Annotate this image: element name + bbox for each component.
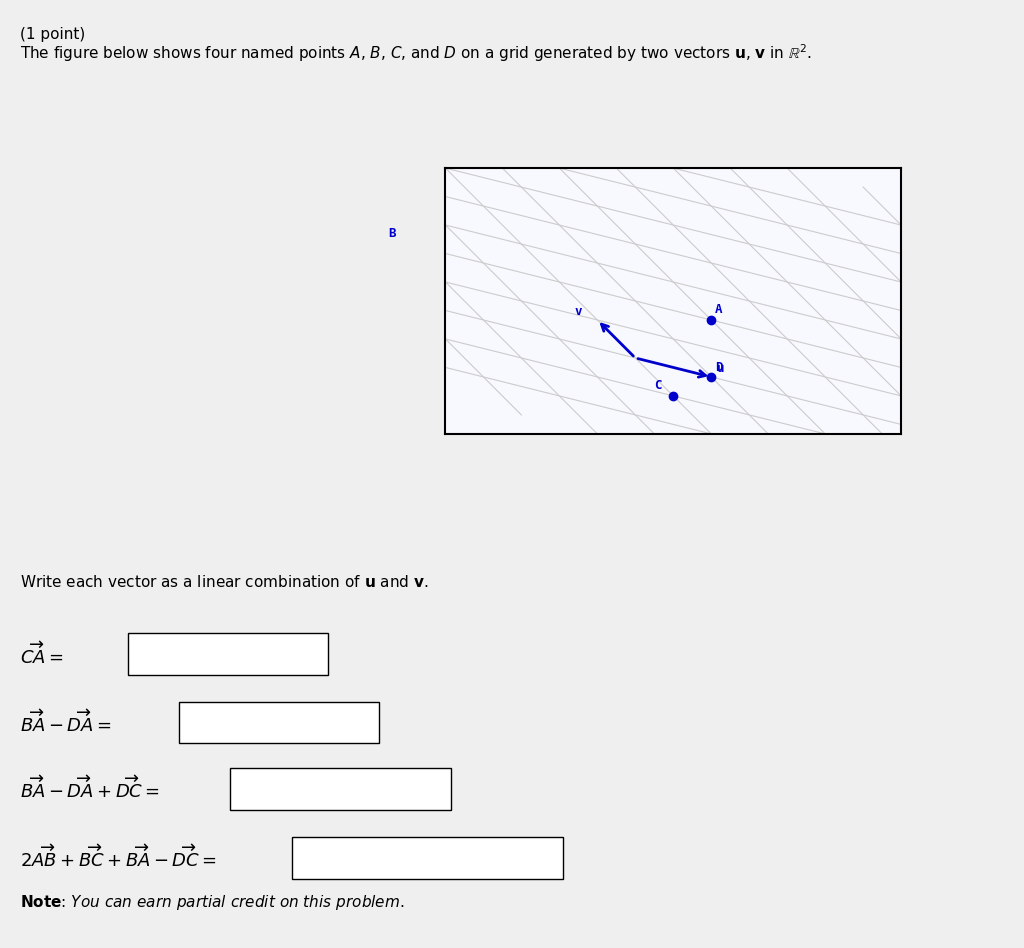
Text: D: D [715, 361, 723, 374]
Text: B: B [388, 228, 396, 240]
Text: Write each vector as a linear combination of $\mathbf{u}$ and $\mathbf{v}$.: Write each vector as a linear combinatio… [20, 574, 429, 590]
Text: $\mathbf{Note}$: $\it{You\ can\ earn\ partial\ credit\ on\ this\ problem.}$: $\mathbf{Note}$: $\it{You\ can\ earn\ pa… [20, 893, 404, 912]
Text: $\overrightarrow{BA} - \overrightarrow{DA} + \overrightarrow{DC} =$: $\overrightarrow{BA} - \overrightarrow{D… [20, 775, 161, 802]
Text: $\overrightarrow{CA} =$: $\overrightarrow{CA} =$ [20, 641, 63, 667]
Text: A: A [715, 303, 723, 316]
Text: $\overrightarrow{BA} - \overrightarrow{DA} =$: $\overrightarrow{BA} - \overrightarrow{D… [20, 709, 112, 736]
Text: C: C [654, 379, 662, 392]
Text: (1 point): (1 point) [20, 27, 86, 42]
Text: u: u [717, 362, 724, 375]
Text: v: v [574, 305, 582, 319]
Text: The figure below shows four named points $\mathit{A}$, $\mathit{B}$, $\mathit{C}: The figure below shows four named points… [20, 43, 813, 64]
Text: $2\overrightarrow{AB} + \overrightarrow{BC} + \overrightarrow{BA} - \overrightar: $2\overrightarrow{AB} + \overrightarrow{… [20, 845, 217, 871]
